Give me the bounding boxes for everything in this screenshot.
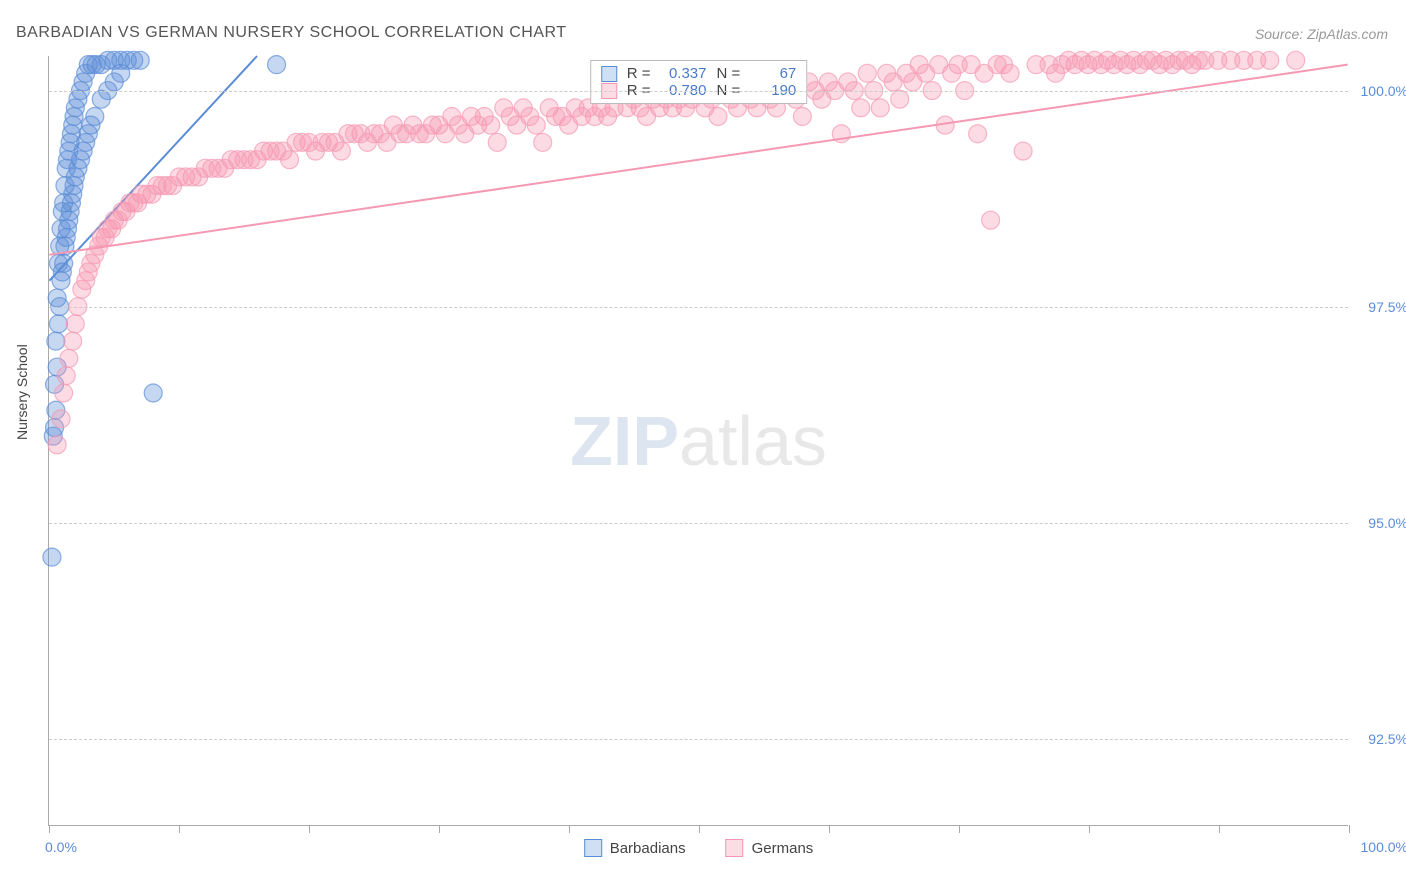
gridline [49,91,1348,92]
plot-area: ZIPatlas R = 0.337 N = 67 R = 0.780 N = … [48,56,1348,826]
legend: Barbadians Germans [584,839,814,857]
x-axis-min-label: 0.0% [45,839,77,855]
x-tick [699,825,700,833]
stats-row-barbadians: R = 0.337 N = 67 [601,65,797,82]
legend-item-germans: Germans [726,839,814,857]
legend-swatch-germans [726,839,744,857]
y-tick-label: 95.0% [1368,515,1406,531]
legend-item-barbadians: Barbadians [584,839,686,857]
r-label: R = [627,65,651,82]
legend-label: Barbadians [610,840,686,857]
x-tick [1349,825,1350,833]
x-tick [1219,825,1220,833]
chart-container: BARBADIAN VS GERMAN NURSERY SCHOOL CORRE… [0,0,1406,892]
x-tick [569,825,570,833]
x-tick [309,825,310,833]
x-tick [179,825,180,833]
source-attribution: Source: ZipAtlas.com [1255,26,1388,42]
scatter-svg [49,56,1348,825]
x-tick [49,825,50,833]
x-tick [439,825,440,833]
stats-swatch-barbadians [601,66,617,82]
x-axis-max-label: 100.0% [1361,839,1406,855]
x-tick [959,825,960,833]
legend-swatch-barbadians [584,839,602,857]
legend-label: Germans [752,840,814,857]
n-value: 67 [750,65,796,82]
stats-box: R = 0.337 N = 67 R = 0.780 N = 190 [590,60,808,104]
y-axis-label: Nursery School [14,344,30,440]
x-tick [1089,825,1090,833]
r-value: 0.337 [661,65,707,82]
y-tick-label: 100.0% [1361,83,1406,99]
gridline [49,739,1348,740]
gridline [49,523,1348,524]
y-tick-label: 92.5% [1368,731,1406,747]
n-label: N = [717,65,741,82]
gridline [49,307,1348,308]
y-tick-label: 97.5% [1368,299,1406,315]
chart-title: BARBADIAN VS GERMAN NURSERY SCHOOL CORRE… [16,24,567,42]
x-tick [829,825,830,833]
